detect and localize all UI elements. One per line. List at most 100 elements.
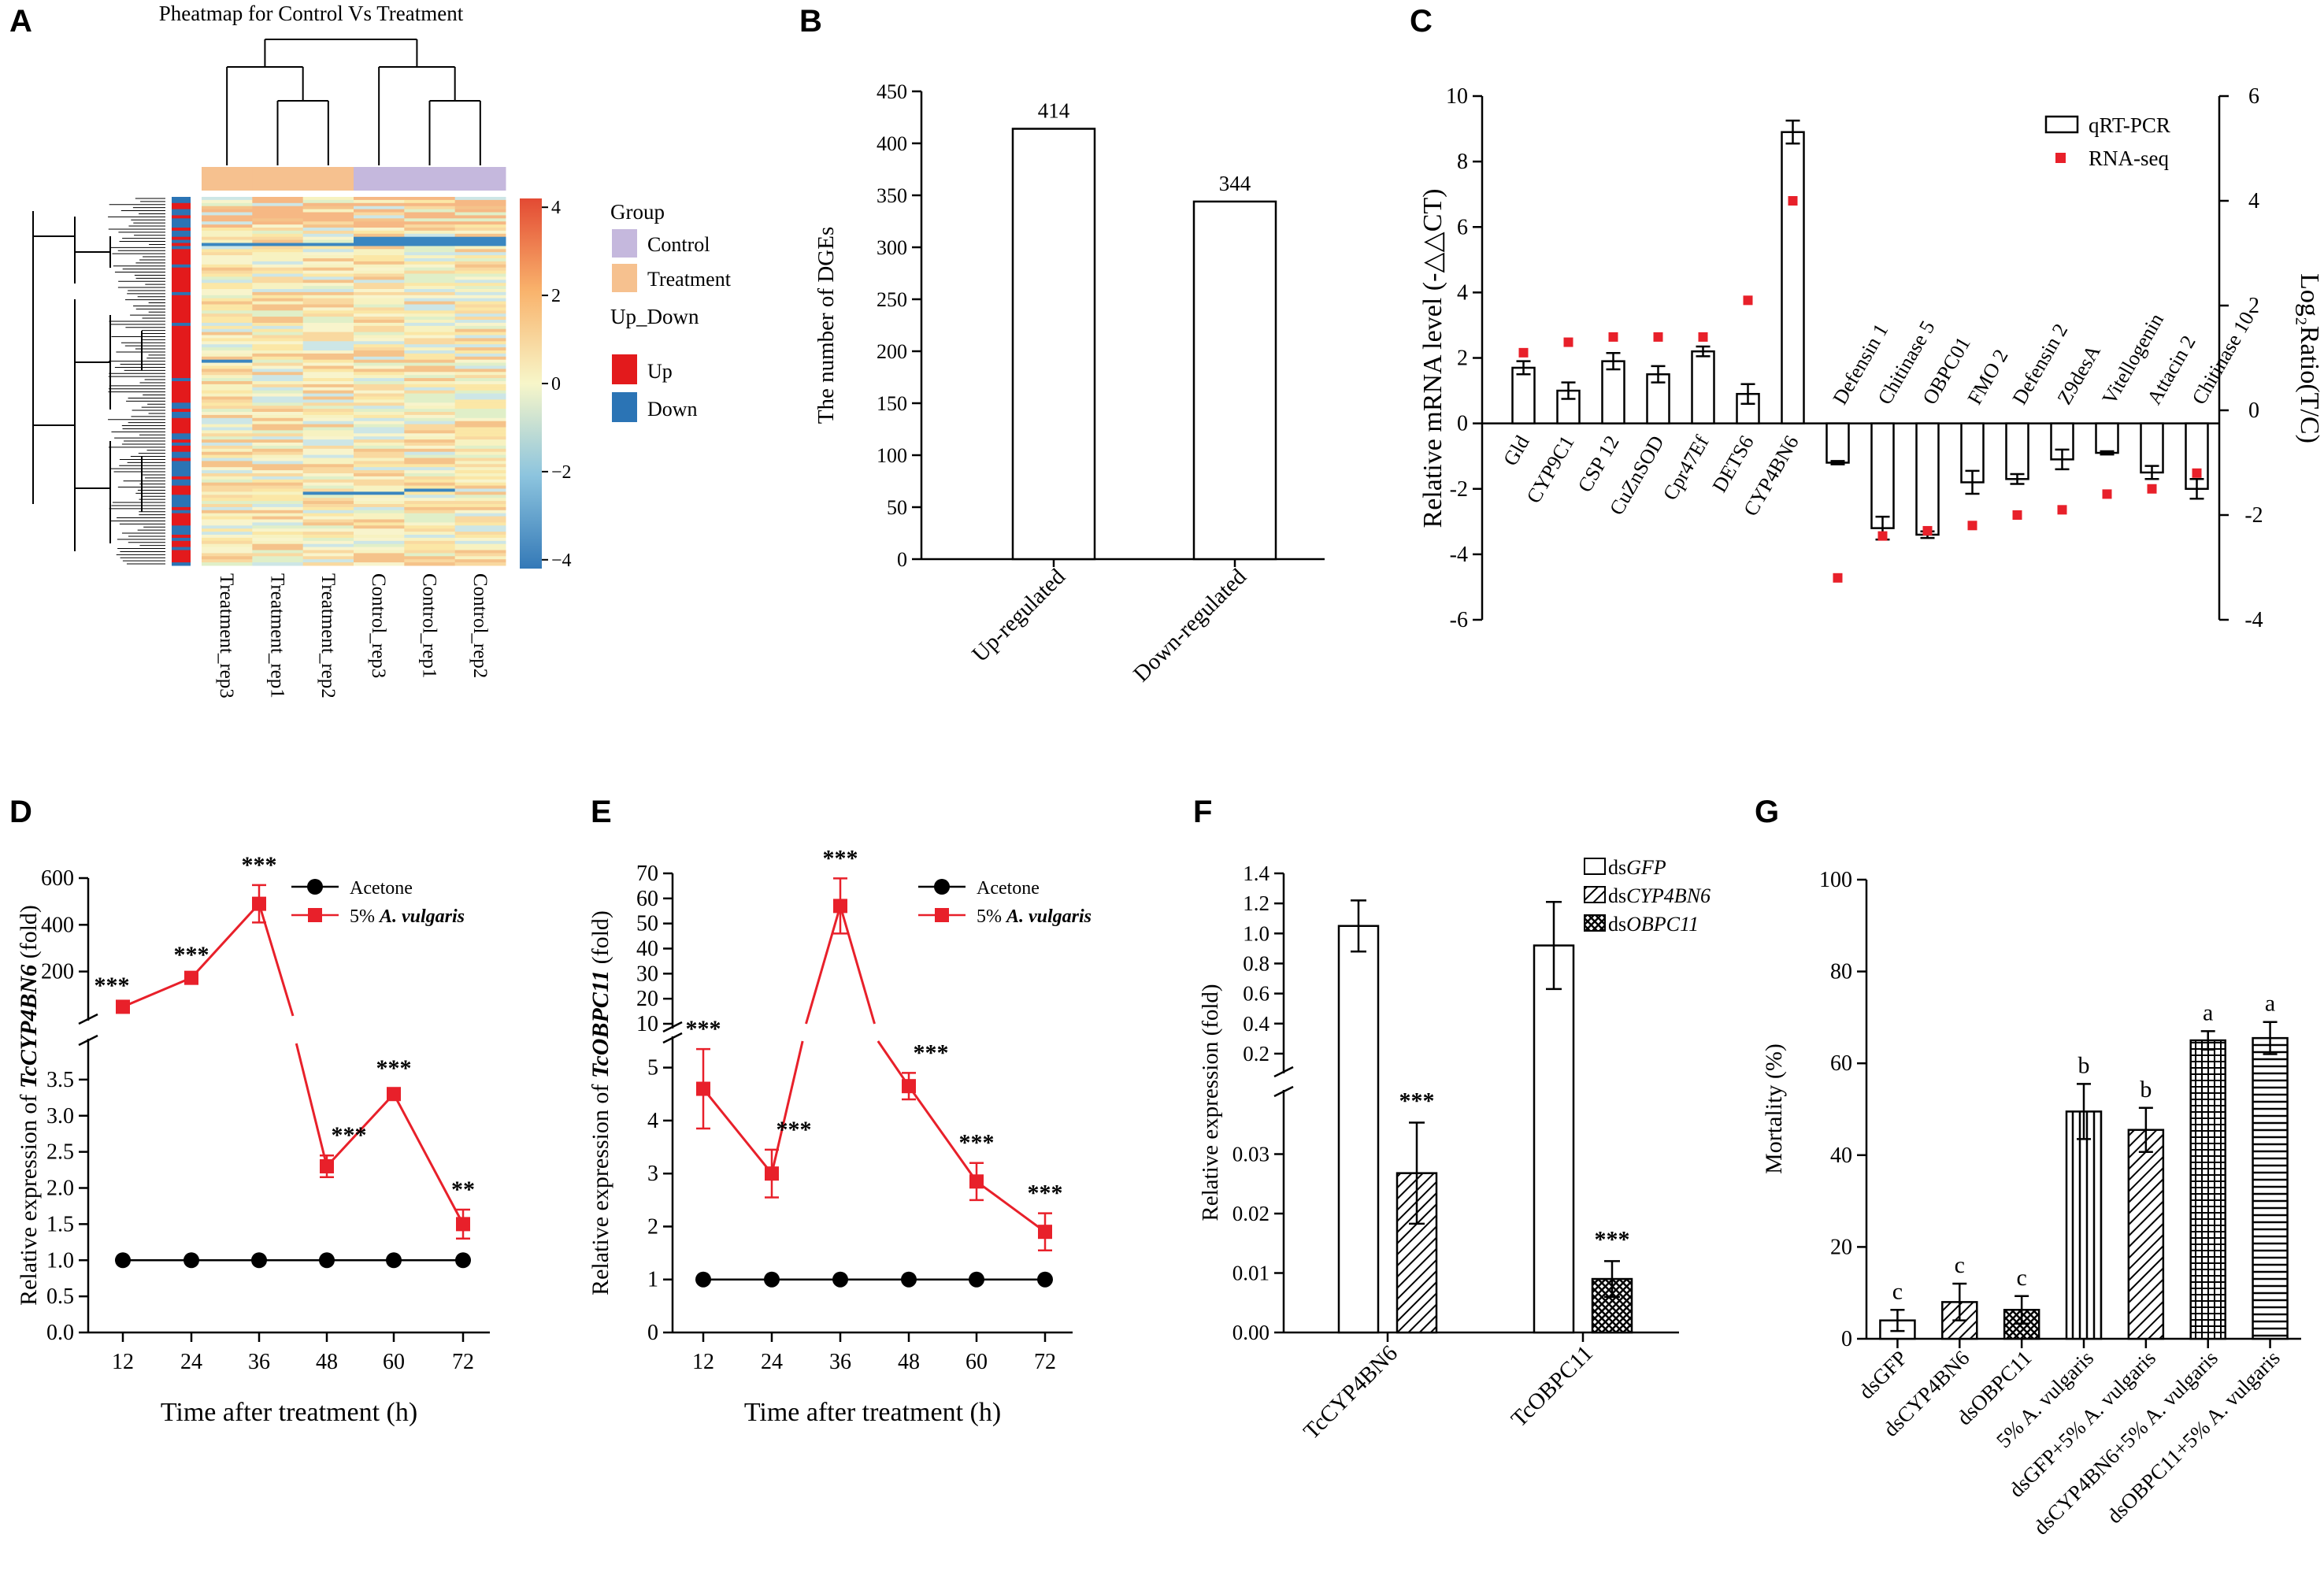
heatmap-cell xyxy=(202,209,253,213)
heatmap-cell xyxy=(202,519,253,523)
heatmap-cell xyxy=(454,295,506,299)
y-tick-label: 1.0 xyxy=(46,1248,74,1273)
updown-cell xyxy=(172,454,191,458)
heatmap-cell xyxy=(404,215,456,219)
panel-letter-c: C xyxy=(1410,4,1433,39)
rnaseq-point xyxy=(1833,573,1843,583)
acetone-point xyxy=(319,1252,335,1269)
updown-cell xyxy=(172,218,191,222)
heatmap-cell xyxy=(454,443,506,447)
heatmap-cell xyxy=(404,212,456,216)
heatmap-cell xyxy=(454,513,506,517)
heatmap-cell xyxy=(404,209,456,213)
x-tick-label: 36 xyxy=(248,1350,270,1374)
legend-label: dsOBPC11 xyxy=(1608,913,1699,936)
heatmap-cell xyxy=(302,307,354,311)
heatmap-cell xyxy=(404,289,456,293)
heatmap-cell xyxy=(202,332,253,335)
updown-cell xyxy=(172,249,191,253)
legend-treatment-label: 5% A. vulgaris xyxy=(977,906,1092,927)
heatmap-cell xyxy=(252,243,304,246)
heatmap-cell xyxy=(354,528,405,532)
heatmap-cell xyxy=(202,384,253,388)
heatmap-cell xyxy=(454,510,506,514)
heatmap-cell xyxy=(202,424,253,428)
heatmap-cell xyxy=(252,261,304,265)
panel-letter-b: B xyxy=(799,4,822,39)
rnaseq-point xyxy=(2147,484,2157,494)
heatmap-cell xyxy=(252,553,304,557)
heatmap-cell xyxy=(354,221,405,225)
rnaseq-point xyxy=(1698,332,1708,342)
updown-cell xyxy=(172,479,191,484)
updown-cell xyxy=(172,212,191,216)
heatmap-cell xyxy=(202,393,253,397)
heatmap-cell xyxy=(302,295,354,299)
y-axis-label-part: Relative expression of xyxy=(587,1078,613,1295)
heatmap-cell xyxy=(454,562,506,566)
heatmap-cell xyxy=(302,553,354,557)
x-axis-label: Time after treatment (h) xyxy=(744,1398,1001,1427)
heatmap-cell xyxy=(454,451,506,456)
heatmap-cell xyxy=(302,243,354,246)
heatmap-cell xyxy=(404,350,456,354)
treatment-point xyxy=(387,1087,401,1102)
heatmap-cell xyxy=(202,199,253,204)
heatmap-cell xyxy=(252,372,304,376)
heatmap-cell xyxy=(302,470,354,474)
heatmap-cell xyxy=(404,224,456,228)
heatmap-cell xyxy=(252,448,304,453)
significance-marker: *** xyxy=(332,1122,367,1148)
updown-cell xyxy=(172,362,191,366)
updown-cell xyxy=(172,202,191,207)
updown-cell xyxy=(172,322,191,327)
heatmap-cell xyxy=(302,390,354,395)
updown-cell xyxy=(172,199,191,204)
mortality-bar xyxy=(2189,1039,2226,1340)
updown-cell xyxy=(172,443,191,447)
heatmap-cell xyxy=(302,448,354,453)
updown-cell xyxy=(172,273,191,277)
bar-down-regulated xyxy=(1192,200,1277,561)
heatmap-cell xyxy=(302,406,354,410)
updown-cell xyxy=(172,470,191,474)
heatmap-cell xyxy=(302,362,354,366)
heatmap-cell xyxy=(252,322,304,327)
y-axis-label: Relative expression (fold) xyxy=(1198,984,1223,1221)
heatmap-cell xyxy=(404,406,456,410)
heatmap-cell xyxy=(302,436,354,440)
heatmap-cell xyxy=(252,280,304,284)
legend-treatment-label-part: 5% xyxy=(350,906,380,927)
significance-letter: b xyxy=(2140,1077,2152,1103)
heatmap-cell xyxy=(202,264,253,269)
heatmap-cell xyxy=(202,387,253,391)
heatmap-cell xyxy=(302,298,354,302)
treatment-point xyxy=(1038,1225,1052,1240)
heatmap-cell xyxy=(202,286,253,290)
group-annotation-cell xyxy=(354,167,405,191)
rnaseq-point xyxy=(1967,521,1977,531)
heatmap-cell xyxy=(454,273,506,277)
group-legend-label: Treatment xyxy=(647,268,732,291)
updown-cell xyxy=(172,417,191,422)
heatmap-cell xyxy=(454,550,506,554)
updown-cell xyxy=(172,504,191,508)
heatmap-cell xyxy=(252,267,304,272)
heatmap-cell xyxy=(404,239,456,243)
category-label: FMO 2 xyxy=(1963,345,2013,408)
updown-cell xyxy=(172,433,191,437)
y-axis-label-part: (fold) xyxy=(16,905,42,965)
heatmap-cell xyxy=(454,325,506,330)
rnaseq-point xyxy=(1743,295,1753,306)
heatmap-cell xyxy=(354,476,405,480)
heatmap-cell xyxy=(302,283,354,287)
y-tick-label: 40 xyxy=(636,937,658,962)
y-tick-label: 1.5 xyxy=(46,1212,74,1236)
treatment-point xyxy=(902,1079,916,1094)
axis-break-mark xyxy=(78,1034,98,1047)
heatmap-cell xyxy=(302,350,354,354)
heatmap-cell xyxy=(404,286,456,290)
heatmap-column-label: Treatment_rep2 xyxy=(317,573,339,699)
heatmap-cell xyxy=(454,252,506,256)
heatmap-cell xyxy=(302,317,354,321)
